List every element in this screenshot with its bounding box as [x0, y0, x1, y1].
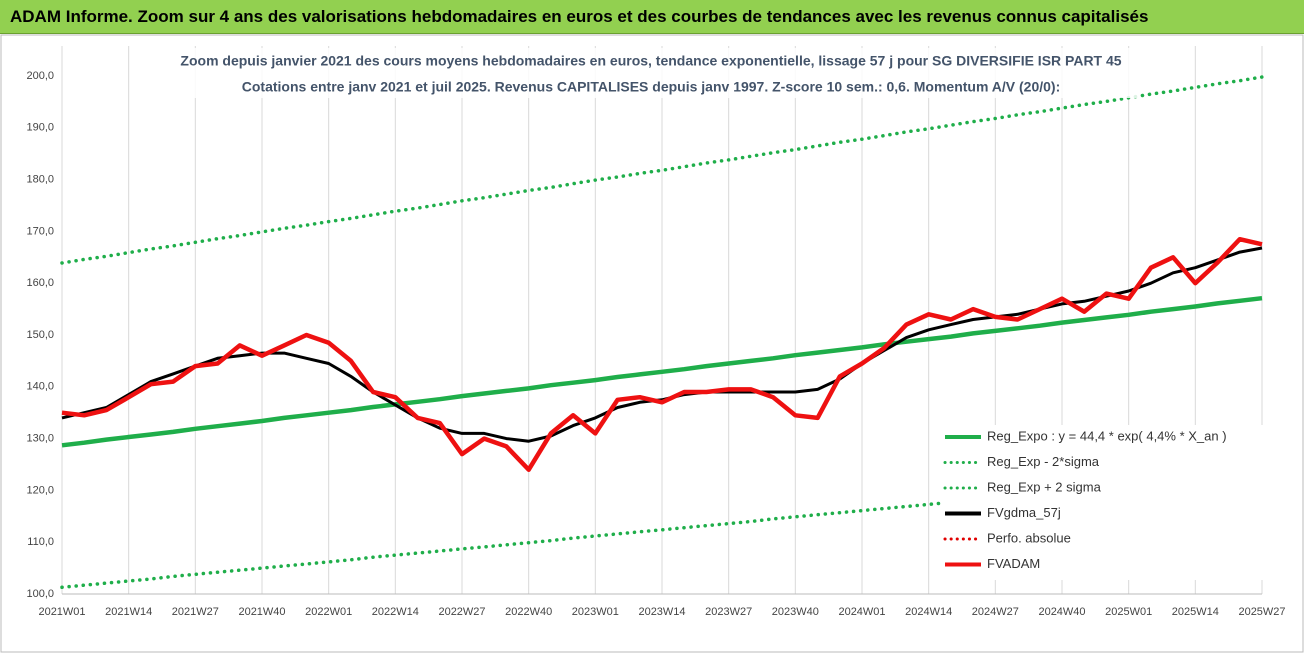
- y-tick-label: 120,0: [26, 484, 54, 496]
- chart-subtitle: Cotations entre janv 2021 et juil 2025. …: [242, 79, 1061, 95]
- y-tick-label: 200,0: [26, 70, 54, 82]
- chart-title: Zoom depuis janvier 2021 des cours moyen…: [180, 53, 1121, 69]
- y-tick-label: 170,0: [26, 225, 54, 237]
- x-tick-label: 2024W01: [838, 606, 885, 618]
- header-title: ADAM Informe. Zoom sur 4 ans des valoris…: [10, 7, 1149, 26]
- subtitle-bg: [160, 48, 1140, 98]
- legend-label: Reg_Expo : y = 44,4 * exp( 4,4% * X_an ): [987, 428, 1227, 443]
- y-tick-label: 160,0: [26, 277, 54, 289]
- x-tick-label: 2022W14: [372, 606, 419, 618]
- legend-bg: [941, 425, 1277, 580]
- y-tick-label: 140,0: [26, 381, 54, 393]
- y-tick-label: 110,0: [27, 536, 54, 548]
- legend-label: Reg_Exp + 2 sigma: [987, 479, 1102, 494]
- legend-label: Reg_Exp - 2*sigma: [987, 454, 1100, 469]
- x-tick-label: 2025W14: [1172, 606, 1219, 618]
- x-tick-label: 2022W40: [505, 606, 552, 618]
- x-tick-label: 2021W14: [105, 606, 152, 618]
- x-tick-label: 2025W27: [1238, 606, 1285, 618]
- y-tick-label: 130,0: [26, 433, 54, 445]
- series-line: [60, 470, 1264, 590]
- header: ADAM Informe. Zoom sur 4 ans des valoris…: [0, 0, 1304, 34]
- x-tick-label: 2023W27: [705, 606, 752, 618]
- y-tick-label: 190,0: [26, 122, 54, 134]
- x-tick-label: 2022W01: [305, 606, 352, 618]
- series-line: [61, 246, 1263, 443]
- x-tick-label: 2023W14: [638, 606, 685, 618]
- x-tick-label: 2021W01: [38, 606, 85, 618]
- y-tick-label: 150,0: [26, 329, 54, 341]
- x-tick-label: 2024W40: [1038, 606, 1085, 618]
- x-tick-label: 2025W01: [1105, 606, 1152, 618]
- x-tick-label: 2021W40: [238, 606, 285, 618]
- x-tick-label: 2021W27: [172, 606, 219, 618]
- x-tick-label: 2023W01: [572, 606, 619, 618]
- y-tick-label: 100,0: [26, 588, 54, 600]
- x-tick-label: 2022W27: [438, 606, 485, 618]
- x-tick-label: 2024W14: [905, 606, 952, 618]
- series-line: [61, 236, 1263, 472]
- y-tick-label: 180,0: [26, 174, 54, 186]
- x-tick-label: 2023W40: [772, 606, 819, 618]
- x-tick-label: 2024W27: [972, 606, 1019, 618]
- series-line: [61, 295, 1263, 448]
- chart: 100,0 110,0 120,0 130,0 140,0 150,0 160,0 170,0…: [0, 34, 1304, 653]
- legend-label: Perfo. absolue: [987, 530, 1071, 545]
- legend-label: FVADAM: [987, 556, 1040, 571]
- legend-label: FVgdma_57j: [987, 505, 1061, 520]
